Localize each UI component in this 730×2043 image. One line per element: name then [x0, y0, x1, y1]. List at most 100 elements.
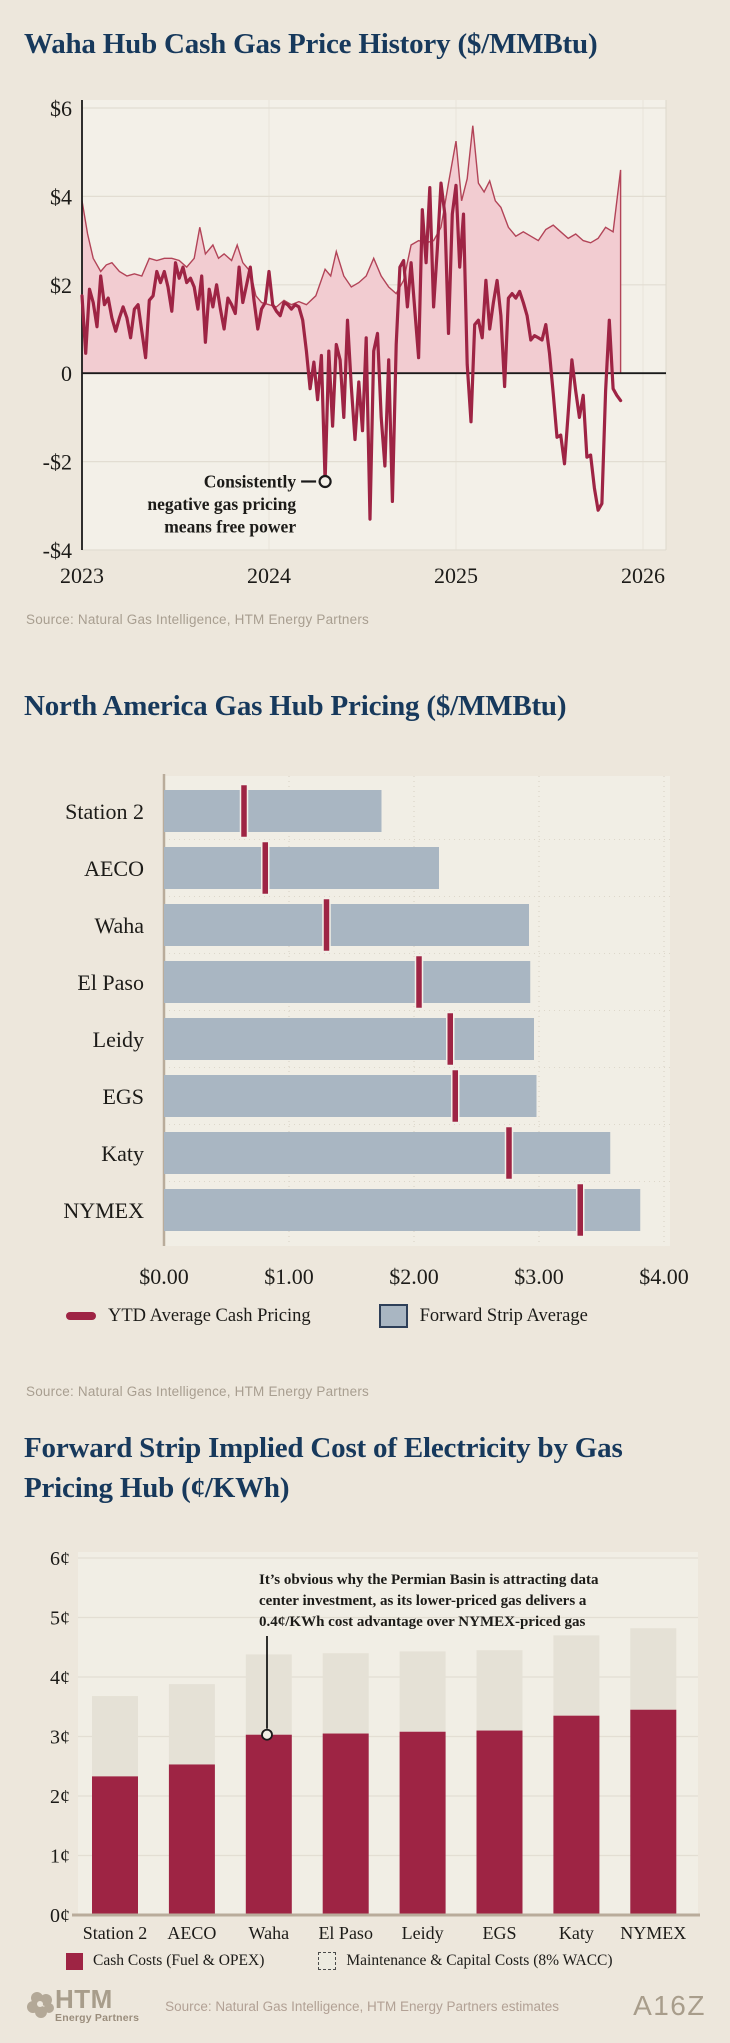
ytd-cash-legend-label: YTD Average Cash Pricing [108, 1305, 311, 1326]
a16z-logo: A16Z [633, 1990, 706, 2022]
cash-costs-bar [630, 1709, 677, 1915]
ytd-cash-tick [451, 1068, 460, 1124]
chart3-y-tick-label: 3¢ [50, 1727, 70, 1749]
chart3-y-tick-label: 4¢ [50, 1667, 70, 1689]
forward-strip-bar [164, 790, 382, 832]
footer: HTM Energy Partners Source: Natural Gas … [24, 1984, 706, 2025]
chart3-plot: 0¢ 1¢ 2¢ 3¢ 4¢ 5¢ 6¢ Station 2 AECO Waha El Paso Le… [50, 1548, 700, 1943]
ytd-cash-swatch-icon [66, 1312, 96, 1320]
chart2-source: Source: Natural Gas Intelligence, HTM En… [26, 1384, 369, 1399]
cash-costs-bar [553, 1715, 600, 1915]
hub-label: Leidy [93, 1027, 144, 1052]
chart1-title: Waha Hub Cash Gas Price History ($/MMBtu… [24, 28, 598, 60]
chart3-x-tick-label: Katy [559, 1923, 594, 1943]
ytd-cash-tick [261, 840, 270, 896]
chart2-title: North America Gas Hub Pricing ($/MMBtu) [24, 690, 567, 722]
cash-costs-bar [476, 1730, 523, 1915]
chart3-legend: Cash Costs (Fuel & OPEX) Maintenance & C… [66, 1952, 613, 1970]
maintenance-swatch-icon [318, 1952, 337, 1970]
forward-strip-legend-label: Forward Strip Average [419, 1305, 588, 1326]
chart2-legend: YTD Average Cash Pricing Forward Strip A… [66, 1304, 588, 1328]
cash-price-line [80, 181, 623, 521]
ytd-cash-tick [446, 1011, 455, 1067]
hub-label: NYMEX [63, 1198, 144, 1223]
chart3-y-tick-label: 0¢ [50, 1905, 70, 1927]
chart1-annotation-text: negative gas pricing [147, 494, 296, 514]
forward-strip-line [81, 125, 622, 374]
forward-strip-bar [164, 1075, 537, 1117]
htm-logo: HTM Energy Partners [24, 1984, 140, 2025]
chart3-x-tick-label: Leidy [402, 1923, 444, 1943]
maintenance-capital-bar [322, 1653, 369, 1734]
maintenance-capital-bar [168, 1684, 215, 1765]
annotation-marker [318, 474, 332, 489]
htm-flower-icon [27, 1992, 54, 2019]
chart1-y-tick-label: $6 [50, 96, 72, 121]
cash-costs-bar [322, 1733, 369, 1915]
chart3-x-tick-label: EGS [482, 1923, 516, 1943]
forward-strip-swatch-icon [378, 1304, 408, 1328]
ytd-cash-tick [239, 783, 249, 839]
chart1-y-tick-label: 0 [61, 361, 72, 386]
chart1-y-tick-label: -$2 [43, 450, 72, 475]
cash-costs-bar [168, 1764, 215, 1915]
forward-strip-bar [164, 961, 531, 1003]
hub-label: Waha [94, 913, 144, 938]
ytd-cash-tick [504, 1125, 514, 1181]
chart2-x-tick-label: $2.00 [389, 1264, 439, 1289]
chart3-y-tick-label: 5¢ [50, 1608, 70, 1630]
forward-strip-bar [164, 1132, 611, 1174]
maintenance-capital-bar [476, 1650, 523, 1731]
cash-costs-legend-label: Cash Costs (Fuel & OPEX) [93, 1952, 265, 1969]
chart2-x-tick-label: $0.00 [139, 1264, 189, 1289]
ytd-cash-tick [322, 897, 331, 953]
chart1-x-tick-label: 2026 [621, 563, 665, 588]
maintenance-legend-label: Maintenance & Capital Costs (8% WACC) [346, 1952, 613, 1969]
chart3-source: Source: Natural Gas Intelligence, HTM En… [165, 1998, 560, 2014]
maintenance-capital-bar [399, 1651, 446, 1732]
cash-costs-swatch-icon [66, 1952, 83, 1970]
forward-strip-bar [164, 847, 439, 889]
hub-label: El Paso [77, 970, 144, 995]
chart1-annotation-text: Consistently [204, 471, 297, 491]
chart3-x-tick-label: El Paso [318, 1923, 373, 1943]
chart1-source: Source: Natural Gas Intelligence, HTM En… [26, 612, 369, 627]
htm-logo-subtitle: Energy Partners [55, 2012, 140, 2025]
chart3-annotation-text: 0.4¢/KWh cost advantage over NYMEX-price… [259, 1614, 586, 1630]
ytd-cash-tick [576, 1182, 585, 1238]
chart1-x-tick-label: 2024 [247, 563, 291, 588]
chart3-x-tick-label: AECO [167, 1923, 216, 1943]
maintenance-capital-bar [92, 1696, 138, 1777]
chart1-y-tick-label: -$4 [43, 538, 72, 563]
hub-label: Station 2 [65, 799, 144, 824]
hub-label: EGS [102, 1084, 144, 1109]
cash-costs-bar [92, 1776, 138, 1915]
maintenance-capital-bar [245, 1654, 292, 1735]
chart3-y-tick-label: 1¢ [50, 1846, 70, 1868]
chart2-x-tick-label: $4.00 [639, 1264, 689, 1289]
chart3-x-tick-label: Waha [249, 1923, 290, 1943]
chart1-y-tick-label: $2 [50, 273, 72, 298]
maintenance-capital-bar [553, 1635, 600, 1716]
chart2-plot: Station 2 AECO Waha El Paso Leidy EGS Katy NYME… [63, 774, 689, 1289]
chart1-x-tick-label: 2025 [434, 563, 478, 588]
chart2-x-tick-label: $3.00 [514, 1264, 564, 1289]
cash-costs-bar [245, 1734, 292, 1915]
chart3-y-tick-label: 2¢ [50, 1786, 70, 1808]
maintenance-capital-bar [630, 1628, 677, 1710]
cash-costs-bar [399, 1731, 446, 1915]
htm-logo-text: HTM [55, 1984, 113, 2014]
chart3-x-tick-label: Station 2 [83, 1923, 148, 1943]
chart1-annotation-text: means free power [164, 516, 296, 536]
forward-strip-bar [164, 1018, 534, 1060]
chart3-title: Forward Strip Implied Cost of Electricit… [24, 1432, 623, 1505]
chart3-x-tick-label: NYMEX [620, 1923, 686, 1943]
forward-strip-bar [164, 904, 529, 946]
chart1-x-tick-label: 2023 [60, 563, 104, 588]
chart3-annotation-text: It’s obvious why the Permian Basin is at… [259, 1572, 599, 1588]
chart2-x-tick-label: $1.00 [264, 1264, 314, 1289]
ytd-cash-tick [414, 954, 424, 1010]
chart3-y-tick-label: 6¢ [50, 1548, 70, 1570]
